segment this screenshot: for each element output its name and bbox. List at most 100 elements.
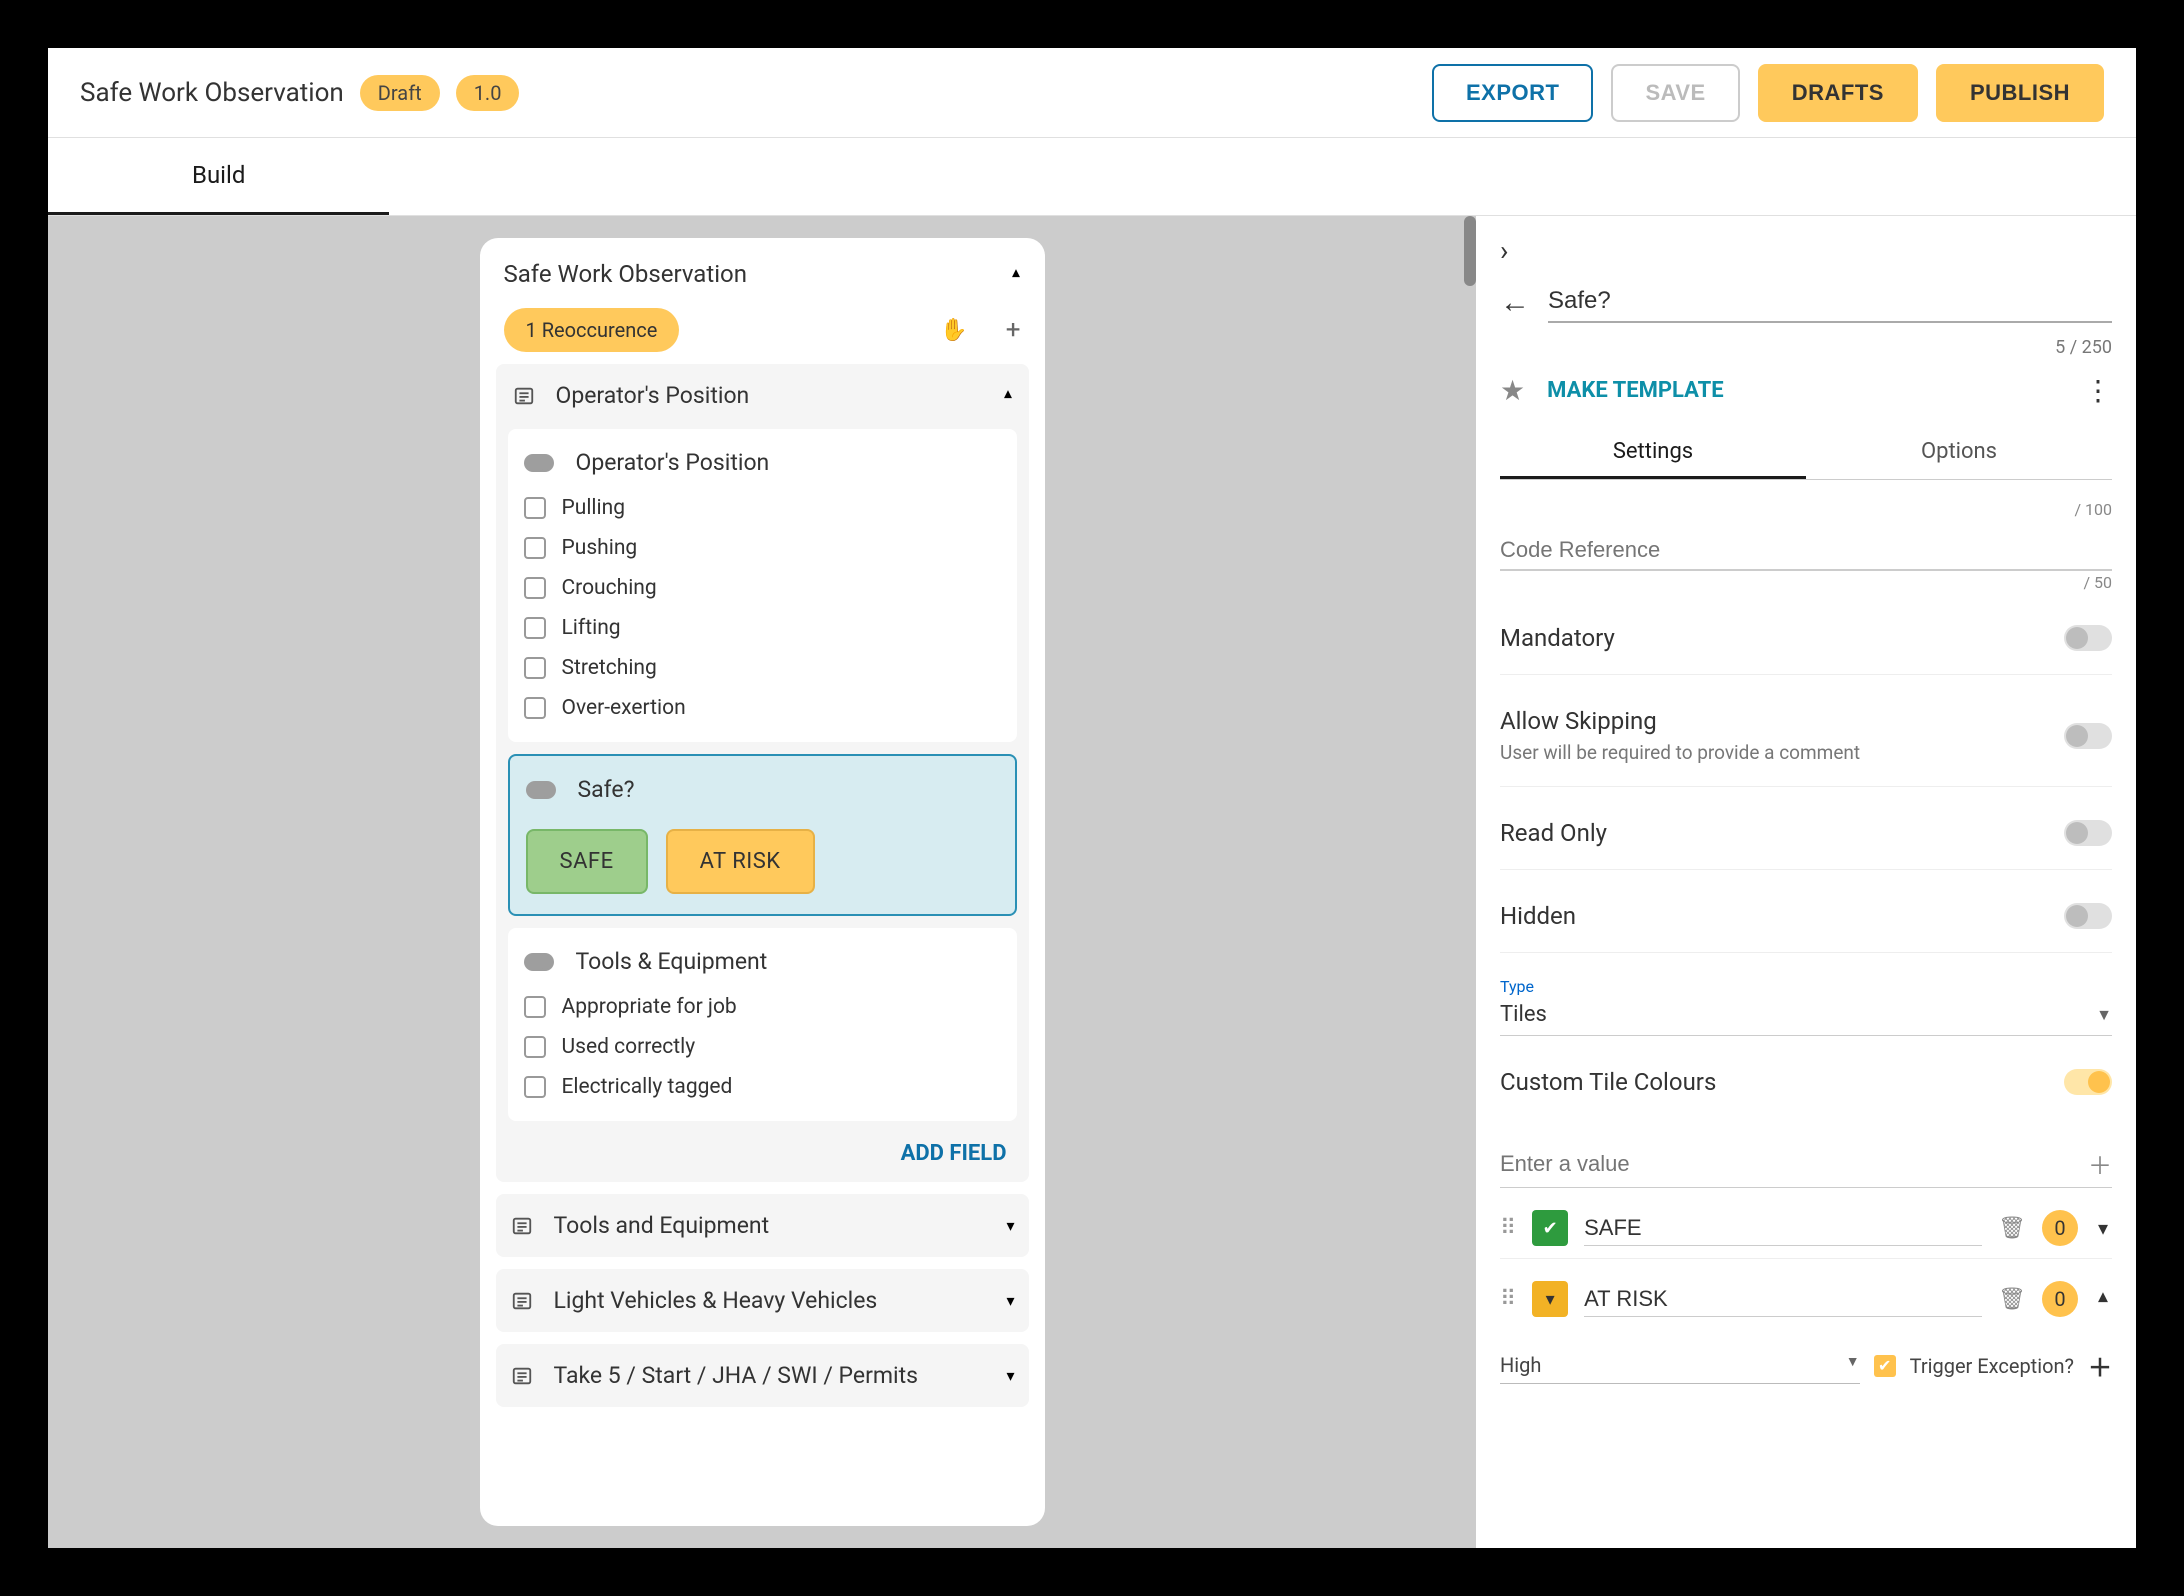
checklist-item[interactable]: Stretching <box>524 654 1001 682</box>
add-field-button[interactable]: ADD FIELD <box>508 1133 1017 1168</box>
draft-badge: Draft <box>360 75 440 111</box>
checkbox[interactable] <box>524 996 546 1018</box>
chevron-down-icon[interactable] <box>2094 1216 2112 1240</box>
more-icon[interactable]: ⋮ <box>2084 374 2112 407</box>
chevron-down-icon[interactable] <box>1006 1291 1014 1310</box>
checklist-item[interactable]: Electrically tagged <box>524 1073 1001 1101</box>
hand-icon[interactable]: ✋ <box>940 318 967 343</box>
type-select[interactable]: Type Tiles ▼ <box>1500 963 2112 1036</box>
code-reference-group: / 50 <box>1500 529 2112 592</box>
list-icon <box>510 1364 534 1388</box>
trigger-row: High ▼ ✔ Trigger Exception? ＋ <box>1500 1339 2112 1384</box>
checklist-operator-position[interactable]: Operator's Position Pulling Pushing Crou… <box>508 429 1017 742</box>
checklist-tools-equipment[interactable]: Tools & Equipment Appropriate for job Us… <box>508 928 1017 1121</box>
checklist-item[interactable]: Over-exertion <box>524 694 1001 722</box>
checkbox[interactable] <box>524 1036 546 1058</box>
section-collapsed-tools[interactable]: Tools and Equipment <box>496 1194 1029 1257</box>
value-input-row: ＋ <box>1500 1128 2112 1188</box>
checklist-header: Tools & Equipment <box>524 946 1001 981</box>
tab-build[interactable]: Build <box>48 138 389 215</box>
mandatory-switch[interactable] <box>2064 625 2112 651</box>
toggle-read-only: Read Only <box>1500 797 2112 870</box>
back-arrow-icon[interactable]: ← <box>1500 285 1530 320</box>
form-card: Safe Work Observation 1 Reoccurence ✋ <box>480 238 1045 1526</box>
section-header[interactable]: Operator's Position <box>508 374 1017 417</box>
panel-field-name-row: ← <box>1500 281 2112 323</box>
make-template-button[interactable]: MAKE TEMPLATE <box>1547 378 2062 403</box>
chevron-up-icon[interactable] <box>2094 1287 2112 1311</box>
severity-select[interactable]: High ▼ <box>1500 1347 1860 1384</box>
color-chip-icon[interactable] <box>1532 1281 1568 1317</box>
publish-button[interactable]: PUBLISH <box>1936 64 2104 122</box>
checklist-item[interactable]: Pulling <box>524 494 1001 522</box>
field-name-input[interactable] <box>1548 281 2112 323</box>
toggle-mandatory: Mandatory <box>1500 602 2112 675</box>
chevron-down-icon[interactable] <box>1006 1366 1014 1385</box>
drag-handle-icon[interactable]: ⠿ <box>1500 1287 1516 1312</box>
code-reference-input[interactable] <box>1500 529 2112 571</box>
delete-icon[interactable]: 🗑 <box>1998 1287 2026 1312</box>
panel-collapse-icon[interactable]: › <box>1500 230 2112 271</box>
drag-handle-icon[interactable]: ⠿ <box>1500 1216 1516 1241</box>
chevron-up-icon[interactable] <box>1012 265 1020 284</box>
field-name-counter: 5 / 250 <box>1500 333 2112 358</box>
tile-name-input[interactable] <box>1584 1282 1982 1317</box>
save-button[interactable]: SAVE <box>1611 64 1739 122</box>
tile-row: SAFE AT RISK <box>526 821 999 894</box>
custom-colours-switch[interactable] <box>2064 1069 2112 1095</box>
id-counter: / 100 <box>1500 498 2112 519</box>
form-title: Safe Work Observation <box>504 260 748 288</box>
tab-settings[interactable]: Settings <box>1500 427 1806 479</box>
chevron-down-icon[interactable] <box>1006 1216 1014 1235</box>
reoccurrence-badge[interactable]: 1 Reoccurence <box>504 308 680 352</box>
checkbox[interactable] <box>524 657 546 679</box>
toggle-icon <box>526 781 556 799</box>
canvas-scrollbar[interactable] <box>1464 216 1476 286</box>
value-input[interactable] <box>1500 1151 2076 1177</box>
trigger-checkbox[interactable]: ✔ <box>1874 1355 1896 1377</box>
properties-panel: › ← 5 / 250 ★ MAKE TEMPLATE ⋮ Settings O… <box>1476 216 2136 1548</box>
toggle-custom-colours: Custom Tile Colours <box>1500 1046 2112 1118</box>
checklist-item[interactable]: Appropriate for job <box>524 993 1001 1021</box>
delete-icon[interactable]: 🗑 <box>1998 1216 2026 1241</box>
toggle-icon <box>524 953 554 971</box>
panel-tabs: Settings Options <box>1500 427 2112 480</box>
chevron-up-icon[interactable] <box>1004 386 1012 405</box>
checkbox[interactable] <box>524 497 546 519</box>
checkbox[interactable] <box>524 577 546 599</box>
export-button[interactable]: EXPORT <box>1432 64 1593 122</box>
section-collapsed-permits[interactable]: Take 5 / Start / JHA / SWI / Permits <box>496 1344 1029 1407</box>
tile-safe[interactable]: SAFE <box>526 829 648 894</box>
plus-icon[interactable] <box>1006 315 1021 345</box>
checklist-item[interactable]: Used correctly <box>524 1033 1001 1061</box>
add-trigger-icon[interactable]: ＋ <box>2088 1348 2112 1383</box>
reoccurrence-actions: ✋ <box>940 315 1020 345</box>
panel-inner: › ← 5 / 250 ★ MAKE TEMPLATE ⋮ Settings O… <box>1476 216 2136 1424</box>
drafts-button[interactable]: DRAFTS <box>1758 64 1918 122</box>
checklist-title: Operator's Position <box>576 449 770 476</box>
tile-at-risk[interactable]: AT RISK <box>666 829 815 894</box>
checklist-item[interactable]: Crouching <box>524 574 1001 602</box>
count-badge: 0 <box>2042 1281 2078 1317</box>
allow-skipping-switch[interactable] <box>2064 723 2112 749</box>
add-value-icon[interactable]: ＋ <box>2088 1146 2112 1181</box>
checkbox[interactable] <box>524 1076 546 1098</box>
color-chip-icon[interactable]: ✔ <box>1532 1210 1568 1246</box>
safe-block[interactable]: Safe? SAFE AT RISK <box>508 754 1017 916</box>
star-icon[interactable]: ★ <box>1500 374 1525 407</box>
version-badge: 1.0 <box>456 75 520 111</box>
checkbox[interactable] <box>524 617 546 639</box>
checklist-title: Tools & Equipment <box>576 948 768 975</box>
tile-name-input[interactable] <box>1584 1211 1982 1246</box>
list-icon <box>510 1214 534 1238</box>
checklist-item[interactable]: Lifting <box>524 614 1001 642</box>
checkbox[interactable] <box>524 697 546 719</box>
checklist-item[interactable]: Pushing <box>524 534 1001 562</box>
hidden-switch[interactable] <box>2064 903 2112 929</box>
read-only-switch[interactable] <box>2064 820 2112 846</box>
main-split: Safe Work Observation 1 Reoccurence ✋ <box>48 216 2136 1548</box>
tab-options[interactable]: Options <box>1806 427 2112 479</box>
dropdown-caret-icon: ▼ <box>1846 1353 1860 1377</box>
checkbox[interactable] <box>524 537 546 559</box>
section-collapsed-vehicles[interactable]: Light Vehicles & Heavy Vehicles <box>496 1269 1029 1332</box>
